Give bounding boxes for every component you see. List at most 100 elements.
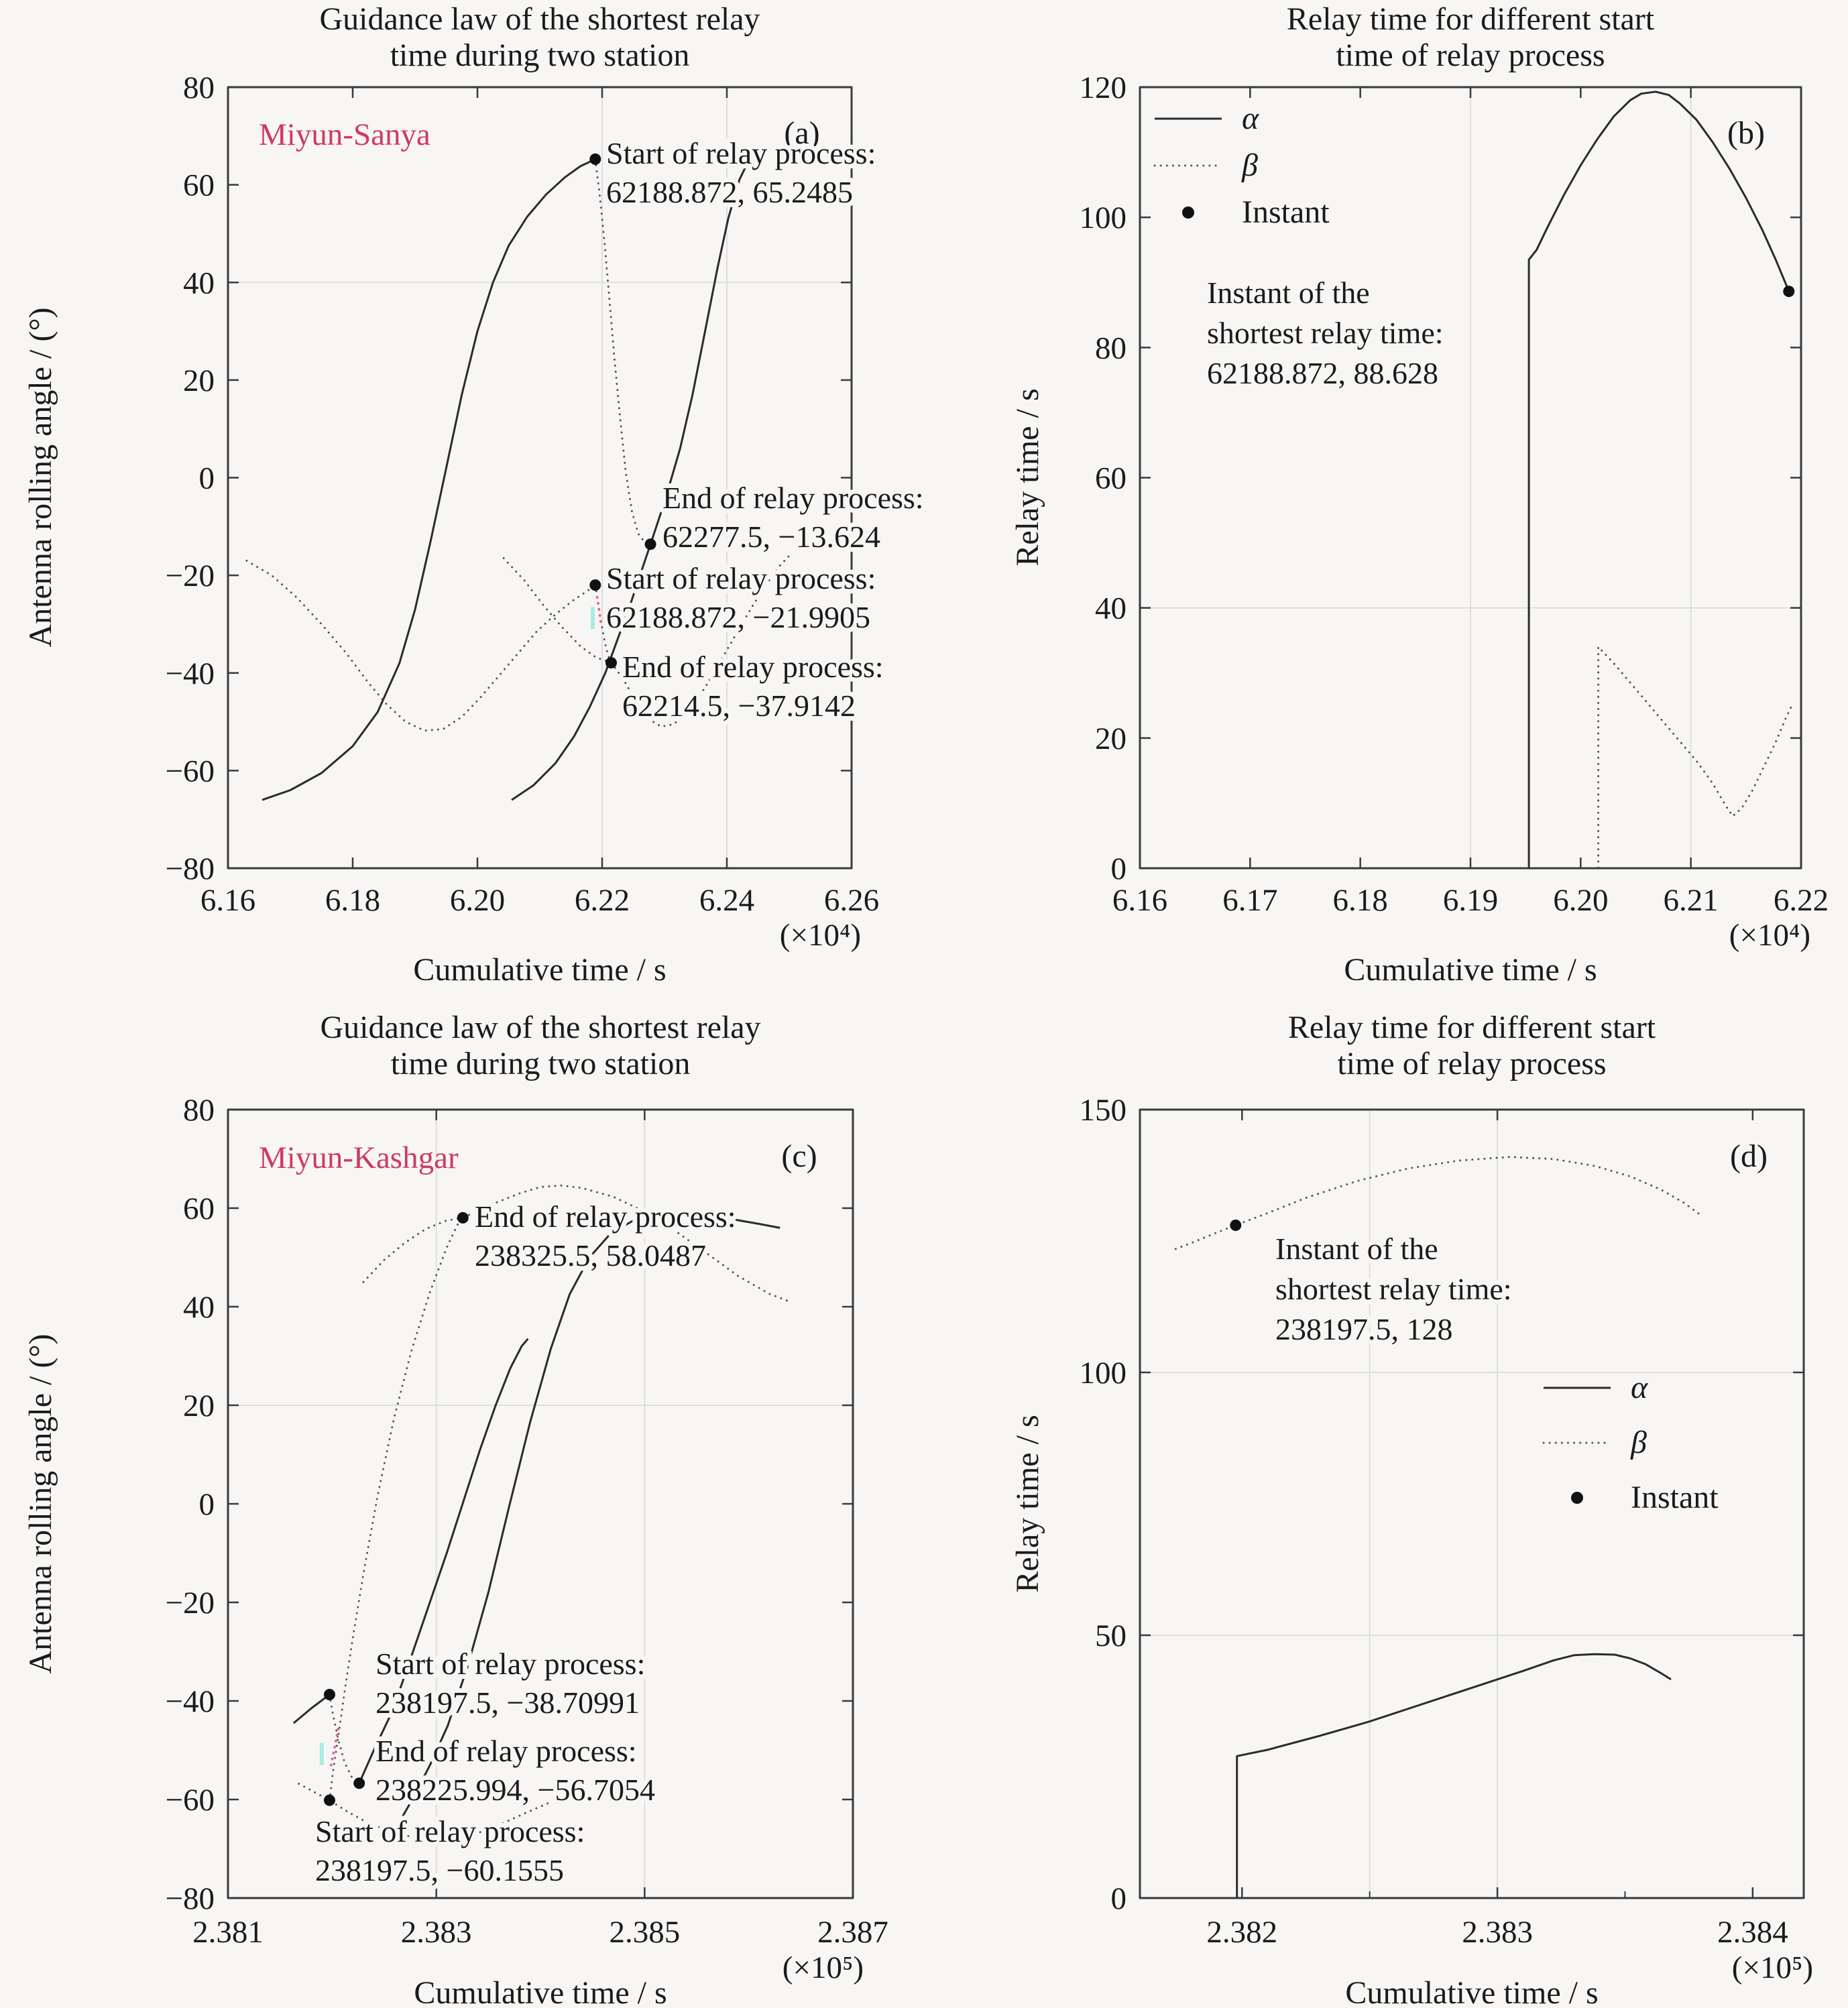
curve-alpha-relay-time [1140, 91, 1790, 870]
panel-title: Relay time for different start [1287, 1, 1655, 37]
annotation-text: 62188.872, 88.628 [1207, 356, 1438, 390]
y-tick-label: 0 [1111, 1881, 1127, 1916]
y-tick-label: 20 [183, 1389, 215, 1423]
curve-beta-relay-time [1524, 646, 1794, 870]
panel-tag: (b) [1727, 115, 1765, 151]
panel-tag: (c) [781, 1138, 817, 1174]
data-point-marker [644, 538, 656, 550]
x-tick-label: 6.22 [1774, 883, 1829, 918]
y-tick-label: 20 [1095, 721, 1127, 756]
curve-beta-after-relay [502, 554, 791, 728]
y-tick-label: 50 [1095, 1618, 1127, 1653]
panel-tag: (d) [1730, 1138, 1768, 1174]
y-tick-label: 80 [183, 70, 215, 105]
legend-label: Instant [1631, 1480, 1719, 1515]
y-tick-label: −60 [165, 1783, 215, 1818]
data-point-marker [457, 1212, 469, 1224]
y-tick-label: −60 [165, 754, 215, 788]
curve-alpha-relay-track [358, 1338, 529, 1784]
plot-box [1139, 1108, 1805, 1899]
panel-title: Relay time for different start [1288, 1010, 1656, 1045]
data-point-marker [1230, 1219, 1242, 1231]
x-tick-label: 6.16 [200, 883, 255, 918]
annotation-text: Start of relay process: [606, 136, 876, 170]
annotation-text: 238197.5, −60.1555 [315, 1853, 564, 1887]
x-tick-label: 6.24 [699, 883, 754, 918]
panel-title: Guidance law of the shortest relay [320, 1010, 760, 1045]
x-tick-label: 2.383 [1462, 1915, 1533, 1950]
annotation-text: End of relay process: [376, 1734, 637, 1768]
data-point-marker [605, 657, 617, 669]
annotation-text: 238197.5, 128 [1275, 1312, 1453, 1346]
annotation-text: 62188.872, −21.9905 [606, 600, 870, 634]
station-pair-label: Miyun-Kashgar [259, 1140, 459, 1175]
y-tick-label: −80 [165, 851, 215, 886]
y-axis-label: Antenna rolling angle / (°) [23, 307, 58, 647]
y-tick-label: 100 [1080, 1356, 1127, 1391]
curve-beta-relay-time [1174, 1156, 1703, 1250]
annotation-text: 62214.5, −37.9142 [622, 689, 856, 723]
legend-label: β [1630, 1425, 1647, 1460]
axis-scale-note: (×10⁴) [1729, 918, 1810, 953]
axis-scale-note: (×10⁵) [1732, 1950, 1813, 1985]
curve-alpha-relay-time [1165, 1653, 1672, 1899]
panel-title: time of relay process [1337, 1046, 1606, 1081]
annotation-text: shortest relay time: [1207, 316, 1444, 350]
annotation-text: 62188.872, 65.2485 [606, 175, 853, 209]
panel-c-guidance-law-miyun-kashgar: 2.381 2.383 2.385 2.387 80 60 40 20 0 −20 −40 −60 −8… [23, 1010, 888, 2008]
y-axis-label: Antenna rolling angle / (°) [23, 1334, 58, 1673]
legend-label: Instant [1242, 194, 1330, 230]
annotation-text: 62277.5, −13.624 [662, 520, 880, 554]
data-point-marker [589, 579, 601, 591]
data-point-marker [323, 1794, 335, 1806]
annotation-text: 238197.5, −38.70991 [376, 1686, 640, 1720]
x-axis-label: Cumulative time / s [414, 1975, 667, 2008]
y-tick-label: 0 [1111, 851, 1127, 886]
panel-title: time during two station [390, 38, 690, 73]
panel-title: Guidance law of the shortest relay [319, 1, 760, 37]
legend-instant-marker [1571, 1492, 1583, 1504]
y-tick-label: −20 [165, 558, 215, 593]
annotation-text: Instant of the [1275, 1232, 1438, 1266]
y-tick-label: −20 [165, 1586, 215, 1620]
panel-b-relay-time-miyun-sanya: 6.16 6.17 6.18 6.19 6.20 6.21 6.22 120 100 80 60 40… [1010, 1, 1829, 988]
y-tick-label: 60 [1095, 461, 1127, 496]
annotation-text: shortest relay time: [1275, 1272, 1512, 1306]
annotation-text: 238325.5, 58.0487 [475, 1238, 706, 1273]
y-tick-label: 120 [1080, 70, 1127, 105]
curve-alpha-relay-transition [329, 1694, 361, 1785]
data-point-marker [1783, 286, 1795, 298]
y-tick-label: −40 [165, 656, 215, 691]
x-tick-label: 2.384 [1717, 1915, 1788, 1950]
annotation-text: Start of relay process: [606, 561, 876, 595]
x-axis-label: Cumulative time / s [1344, 952, 1597, 988]
y-tick-label: 0 [199, 1487, 215, 1522]
curve-beta-relay-transition [594, 584, 612, 664]
curve-alpha-relay-transition [594, 158, 652, 546]
legend-label: α [1242, 101, 1259, 136]
y-tick-label: 20 [183, 363, 215, 398]
y-axis-label: Relay time / s [1010, 388, 1045, 566]
panel-a-guidance-law-miyun-sanya: 6.16 6.18 6.20 6.22 6.24 6.26 80 60 40 20 0 −20 −40 −… [23, 1, 929, 988]
y-axis-label: Relay time / s [1010, 1415, 1045, 1592]
x-tick-label: 6.21 [1664, 883, 1719, 918]
curve-beta-before-relay [298, 1783, 552, 1841]
legend-instant-marker [1182, 206, 1194, 219]
x-tick-label: 2.385 [609, 1915, 680, 1950]
y-tick-label: 80 [1095, 331, 1127, 365]
y-tick-label: 0 [199, 461, 215, 496]
panel-title: time of relay process [1336, 38, 1605, 73]
axis-scale-note: (×10⁴) [780, 918, 861, 953]
data-point-marker [589, 153, 601, 165]
annotation-text: End of relay process: [475, 1199, 736, 1234]
y-tick-label: 60 [183, 168, 215, 203]
x-tick-label: 6.26 [824, 883, 879, 918]
x-tick-label: 6.18 [325, 883, 380, 918]
x-tick-label: 6.17 [1222, 883, 1277, 918]
y-tick-label: 40 [183, 1290, 215, 1325]
y-tick-label: 150 [1080, 1093, 1127, 1128]
legend-label: α [1631, 1370, 1648, 1405]
x-tick-label: 2.382 [1206, 1915, 1277, 1950]
